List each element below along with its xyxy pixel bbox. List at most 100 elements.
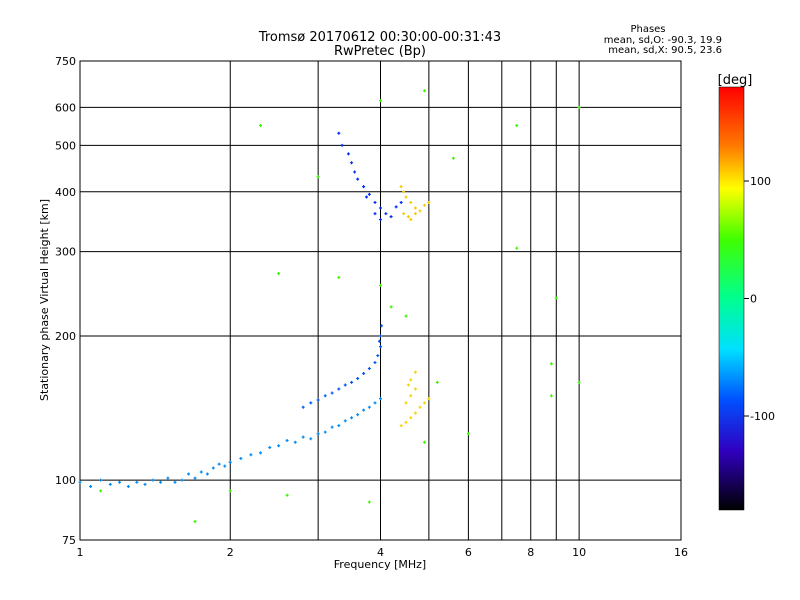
data-point xyxy=(285,493,289,497)
data-point xyxy=(301,435,305,439)
data-point xyxy=(394,205,398,209)
x-tick-label: 8 xyxy=(527,546,534,559)
data-point xyxy=(515,246,519,250)
data-point xyxy=(379,397,382,401)
data-point xyxy=(409,394,413,398)
data-point xyxy=(350,161,354,165)
y-tick-label: 400 xyxy=(55,186,76,199)
y-tick-label: 300 xyxy=(55,246,76,259)
data-point xyxy=(343,419,347,423)
data-point xyxy=(379,345,382,349)
data-point xyxy=(166,476,170,480)
data-point xyxy=(418,209,422,213)
data-point xyxy=(549,394,553,398)
data-point xyxy=(187,472,191,476)
data-point xyxy=(373,401,377,405)
data-point xyxy=(409,416,413,420)
y-tick-label: 200 xyxy=(55,330,76,343)
data-point xyxy=(577,380,581,384)
data-point xyxy=(217,462,221,466)
data-point xyxy=(577,105,581,109)
data-point xyxy=(78,480,82,484)
data-point xyxy=(367,405,371,409)
data-point xyxy=(277,444,281,448)
data-point xyxy=(379,334,382,338)
data-point xyxy=(379,218,382,222)
data-point xyxy=(399,200,403,204)
data-point xyxy=(404,401,408,405)
data-point xyxy=(404,420,408,424)
data-point xyxy=(413,206,417,210)
data-point xyxy=(373,212,377,216)
data-point xyxy=(350,416,354,420)
phase-legend-o: mean, sd,O: -90.3, 19.9 xyxy=(604,35,722,46)
data-point xyxy=(99,478,103,482)
data-point xyxy=(427,397,431,401)
data-point xyxy=(413,370,417,374)
axis-ticks: 1 2 4 6 8 10 16 75 100 200 300 400 500 600 750 xyxy=(55,55,688,559)
chart-subtitle: RwPretec (Bp) xyxy=(334,44,426,59)
data-point xyxy=(151,478,155,482)
data-point xyxy=(89,484,93,488)
data-point xyxy=(330,391,334,395)
data-point xyxy=(223,464,227,468)
data-point xyxy=(99,489,103,493)
data-point xyxy=(193,476,197,480)
data-point xyxy=(379,283,382,287)
data-point xyxy=(402,212,406,216)
data-point xyxy=(316,175,320,179)
data-point xyxy=(239,456,243,460)
data-point xyxy=(285,439,289,442)
phase-legend-title: Phases xyxy=(630,24,665,35)
data-point xyxy=(365,195,369,199)
data-point xyxy=(380,324,384,328)
data-point xyxy=(356,177,360,181)
data-point xyxy=(367,192,371,196)
y-tick-label: 600 xyxy=(55,101,76,114)
data-point xyxy=(422,401,426,405)
data-point xyxy=(343,383,347,387)
data-point xyxy=(277,272,281,276)
data-point xyxy=(404,195,408,199)
data-point xyxy=(373,200,377,204)
data-point xyxy=(377,339,381,343)
data-point xyxy=(409,378,413,382)
data-point xyxy=(422,203,426,207)
data-point xyxy=(367,367,371,371)
data-point xyxy=(362,408,366,412)
data-point xyxy=(389,215,393,219)
data-point xyxy=(399,185,403,189)
data-point xyxy=(406,383,410,387)
chart-title: Tromsø 20170612 00:30:00-00:31:43 xyxy=(258,30,501,45)
data-points xyxy=(78,89,581,523)
data-point xyxy=(126,484,130,488)
data-point xyxy=(301,405,305,409)
data-point xyxy=(451,156,455,160)
data-point xyxy=(293,440,297,444)
data-point xyxy=(353,170,357,174)
data-point xyxy=(422,89,426,93)
data-point xyxy=(259,451,263,455)
data-point xyxy=(330,425,334,429)
data-point xyxy=(249,453,253,457)
data-point xyxy=(356,413,360,417)
y-tick-label: 75 xyxy=(62,534,76,547)
data-point xyxy=(409,218,413,222)
data-point xyxy=(159,480,163,484)
x-tick-label: 6 xyxy=(465,546,472,559)
data-point xyxy=(337,131,341,135)
data-point xyxy=(143,482,147,486)
x-tick-label: 4 xyxy=(377,546,384,559)
data-point xyxy=(323,394,327,398)
data-point xyxy=(268,445,272,449)
data-point xyxy=(350,380,354,384)
data-point xyxy=(373,361,377,365)
data-point xyxy=(323,430,327,434)
data-point xyxy=(466,432,470,436)
colorbar-tick-label: -100 xyxy=(750,410,775,423)
data-point xyxy=(418,405,422,409)
phase-legend-x: mean, sd,X: 90.5, 23.6 xyxy=(608,45,722,56)
data-point xyxy=(180,478,184,482)
data-point xyxy=(205,472,209,476)
